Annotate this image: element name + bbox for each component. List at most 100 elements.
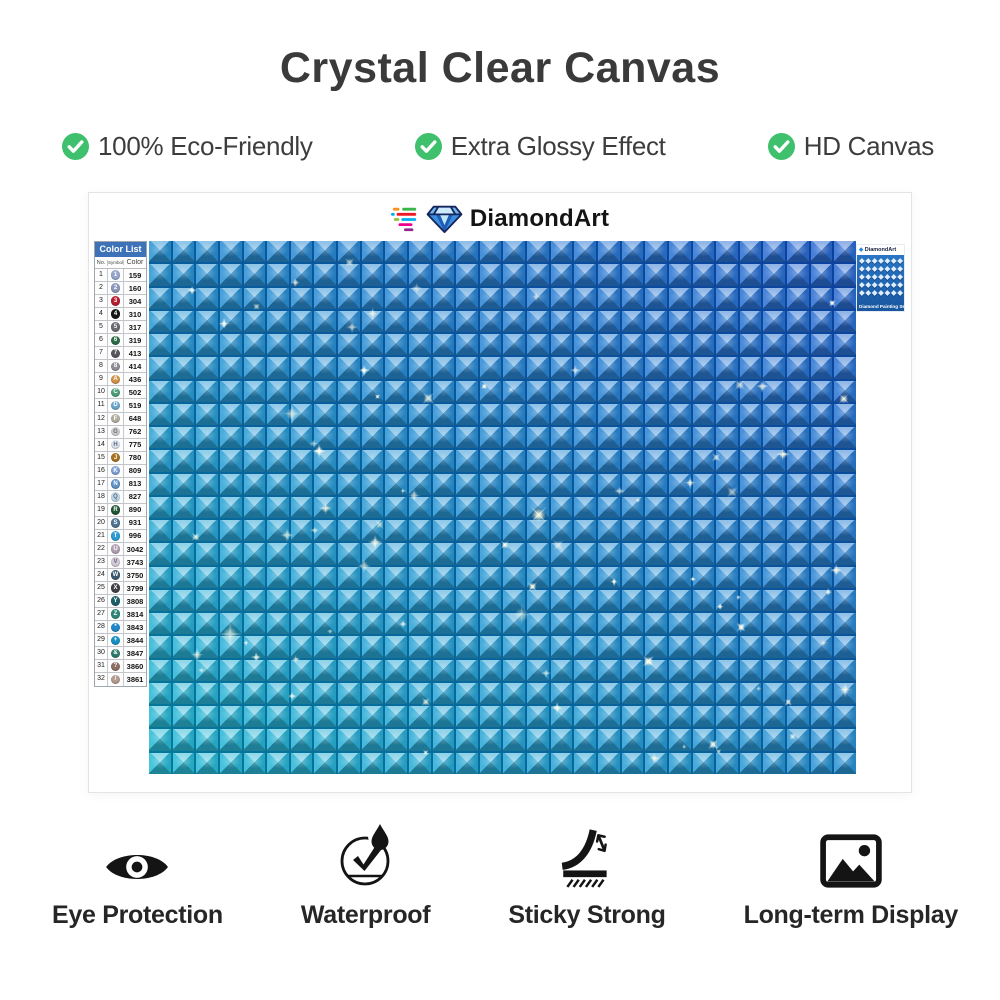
color-row-no: 31: [95, 660, 108, 673]
color-symbol: 4: [108, 308, 124, 321]
color-code: 809: [128, 466, 142, 476]
bottom-feature-label: Sticky Strong: [508, 901, 666, 929]
color-code: 3843: [126, 622, 144, 632]
diamond-logo-icon: [426, 205, 463, 234]
color-row-no: 29: [95, 634, 108, 647]
color-code: 159: [128, 270, 142, 280]
color-code: 3750: [126, 570, 144, 580]
top-feature-label: 100% Eco-Friendly: [98, 131, 313, 161]
color-symbol: U: [108, 542, 124, 556]
color-row: 10 C 502: [95, 386, 146, 400]
bottom-feature-sticky-strong: Sticky Strong: [508, 820, 666, 930]
package-thumbnail: ◆ DiamondArt ◆◆◆◆◆◆◆ ◆◆◆◆◆◆◆ ◆◆◆◆◆◆◆ ◆◆◆◆◆◆…: [857, 245, 904, 311]
canvas-grid: [149, 241, 856, 774]
color-code: 996: [128, 531, 142, 541]
color-symbol: G: [108, 425, 124, 438]
page-title: Crystal Clear Canvas: [279, 44, 721, 92]
color-code: 3847: [126, 648, 144, 658]
top-feature-list: 100% Eco-Friendly Extra Glossy Effect HD…: [0, 131, 1000, 162]
color-symbol: 5: [108, 321, 124, 334]
color-symbol: +: [108, 634, 124, 647]
color-symbol: ?: [108, 660, 124, 673]
color-row: 21 T 996: [95, 529, 146, 543]
color-row: 32/3861: [95, 673, 146, 686]
color-row: 14 H 775: [95, 438, 146, 452]
color-list-title: Color List: [95, 242, 146, 257]
color-row-no: 18: [95, 490, 108, 503]
color-row: 13 G 762: [95, 425, 146, 439]
color-row: 24 W 3750: [95, 569, 146, 583]
color-row-no: 16: [95, 464, 108, 477]
top-feature-label: Extra Glossy Effect: [450, 131, 666, 161]
color-row-no: 6: [95, 334, 108, 347]
speed-lines-icon: [390, 207, 417, 232]
check-icon: [414, 133, 442, 160]
color-symbol: &: [108, 647, 124, 660]
color-row: 19 R 890: [95, 503, 146, 517]
color-row-no: 9: [95, 373, 108, 386]
color-row: 7 7 413: [95, 347, 146, 361]
color-row-no: 3: [95, 295, 108, 308]
picture-icon: [820, 820, 882, 888]
color-row-no: 1: [95, 269, 108, 282]
color-code: 813: [128, 479, 142, 489]
eye-icon: [104, 820, 170, 888]
color-code: 3814: [126, 609, 144, 619]
color-code: 3743: [126, 557, 144, 567]
brand-name: DiamondArt: [469, 205, 610, 232]
color-code: 3860: [126, 661, 144, 671]
color-row: 30 & 3847: [95, 647, 146, 661]
color-code: 3844: [126, 635, 144, 645]
color-list-rows: 1 1 159 2 2 160 3 3 304 4 4 310 5 5 317 6 6 319 7 7 413 8 8 414…: [95, 269, 146, 686]
color-symbol: R: [108, 503, 124, 516]
color-row: 27 Z 3814: [95, 608, 146, 622]
color-code: 3042: [126, 544, 144, 554]
color-row-no: 10: [95, 386, 108, 399]
package-brand: DiamondArt: [864, 247, 897, 253]
color-row: 15 J 780: [95, 451, 146, 465]
bottom-feature-label: Long-term Display: [743, 901, 959, 929]
color-symbol: N: [108, 477, 124, 490]
color-row-no: 8: [95, 360, 108, 373]
color-symbol: K: [108, 464, 124, 477]
color-code: 3799: [126, 583, 144, 593]
color-symbol: Y: [108, 595, 124, 608]
color-code: 519: [128, 400, 142, 410]
color-symbol: C: [108, 386, 124, 399]
color-row-no: 7: [95, 347, 108, 360]
color-row-no: 20: [95, 516, 108, 529]
package-caption: Diamond Painting Set: [859, 304, 904, 309]
bottom-feature-waterproof: Waterproof: [301, 820, 431, 930]
top-feature-eco: 100% Eco-Friendly: [62, 131, 313, 162]
color-symbol: S: [108, 516, 124, 529]
color-code: 319: [128, 335, 142, 345]
waterproof-icon: [336, 820, 396, 888]
package-brand-strip: ◆ DiamondArt: [857, 245, 904, 255]
color-symbol: /: [108, 673, 124, 686]
color-row: 4 4 310: [95, 308, 146, 322]
color-row: 29 +3844: [95, 634, 146, 648]
color-symbol: H: [108, 438, 124, 451]
color-list-table: Color List No. Symbol Color 1 1 159 2 2 160 3 3…: [94, 241, 147, 687]
color-row: 20 S 931: [95, 516, 146, 530]
bottom-feature-label: Eye Protection: [52, 901, 223, 929]
color-code: 317: [128, 322, 142, 332]
color-symbol: Z: [108, 608, 124, 621]
color-row-no: 28: [95, 621, 108, 634]
top-feature-label: HD Canvas: [803, 131, 935, 161]
color-row: 3 3 304: [95, 295, 146, 309]
sticky-strong-icon: [558, 820, 616, 888]
color-code: 780: [128, 453, 142, 463]
color-symbol: A: [108, 373, 124, 386]
color-list-header-row: No. Symbol Color: [95, 257, 146, 269]
color-row: 1 1 159: [95, 269, 146, 283]
color-row-no: 27: [95, 608, 108, 621]
color-row-no: 32: [95, 673, 108, 686]
color-symbol: D: [108, 399, 124, 412]
color-row: 22 U 3042: [95, 542, 146, 557]
bottom-features: Eye Protection Waterproof: [0, 820, 1000, 930]
bottom-feature-eye-protection: Eye Protection: [52, 820, 223, 930]
color-code: 762: [128, 427, 142, 437]
bottom-feature-long-term-display: Long-term Display: [744, 820, 958, 930]
product-photo-panel: DiamondArt Color List No. Symbol Color 1…: [88, 192, 912, 793]
